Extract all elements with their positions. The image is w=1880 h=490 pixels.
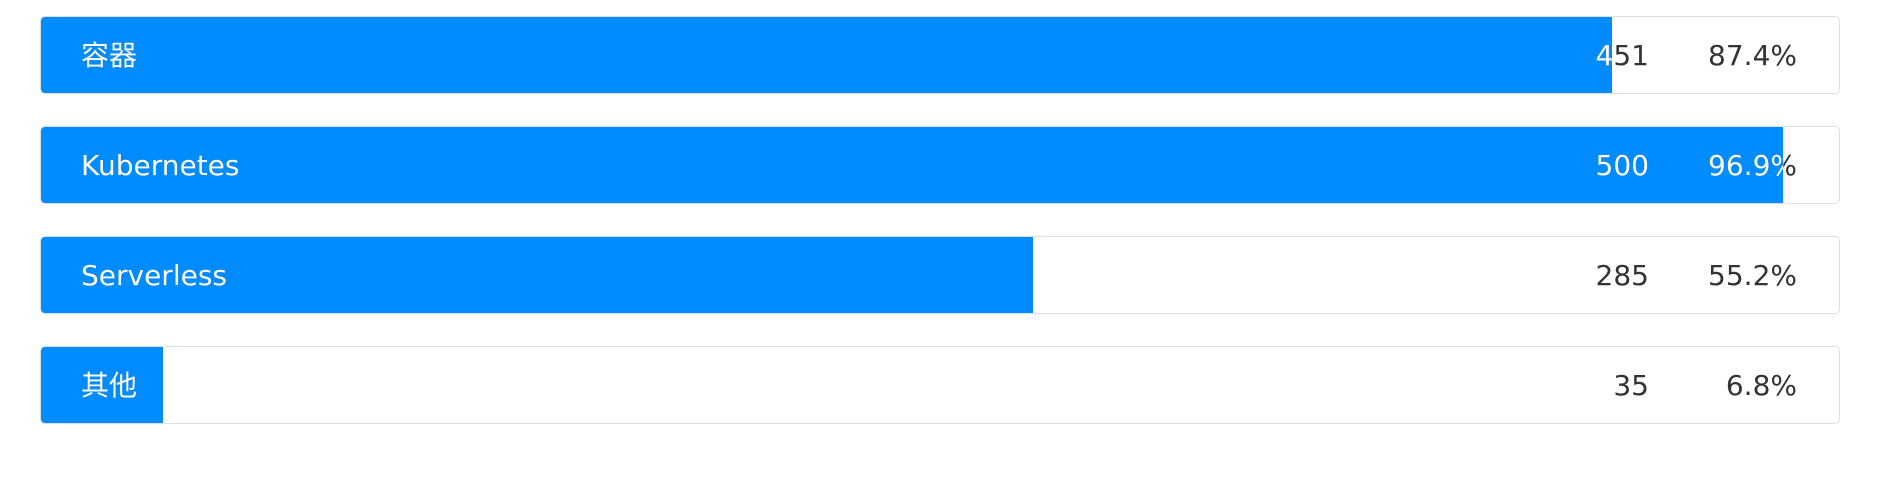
bar-label: 其他 <box>81 369 138 402</box>
bar-percent-label: 96.9% <box>1708 149 1797 182</box>
bar-percent-label: 6.8% <box>1725 369 1797 402</box>
bar-count-label: 500 <box>1595 149 1649 182</box>
bar-count-label: 285 <box>1595 259 1649 292</box>
bar-label: 其他 <box>81 369 138 402</box>
bar-count-label: 35 <box>1613 369 1649 402</box>
bar-label: Kubernetes <box>81 149 240 182</box>
bar-count-label: 500 <box>1595 149 1649 182</box>
bar-row: Kubernetes 500 96.9% Kubernetes 500 96.9% <box>40 126 1840 204</box>
bar-label: Kubernetes <box>81 149 240 182</box>
bar-label: 容器 <box>81 39 138 72</box>
bar <box>41 237 1034 313</box>
bar-percent-label: 96.9% <box>1708 149 1797 182</box>
bar-row: 其他 35 6.8% 其他 35 6.8% <box>40 346 1840 424</box>
bar-label: Serverless <box>81 259 228 292</box>
bar-percent-label: 87.4% <box>1708 39 1797 72</box>
bar-row: 容器 451 87.4% 容器 451 87.4% <box>40 16 1840 94</box>
bar-label: 容器 <box>81 39 138 72</box>
bar <box>41 347 164 423</box>
bar-count-label: 451 <box>1595 39 1649 72</box>
bar-percent-label: 55.2% <box>1708 259 1797 292</box>
bar-label: Serverless <box>81 259 228 292</box>
bar-row: Serverless 285 55.2% Serverless 285 55.2% <box>40 236 1840 314</box>
bar <box>41 17 1613 93</box>
bar-count-label: 451 <box>1595 39 1649 72</box>
bar <box>41 127 1784 203</box>
